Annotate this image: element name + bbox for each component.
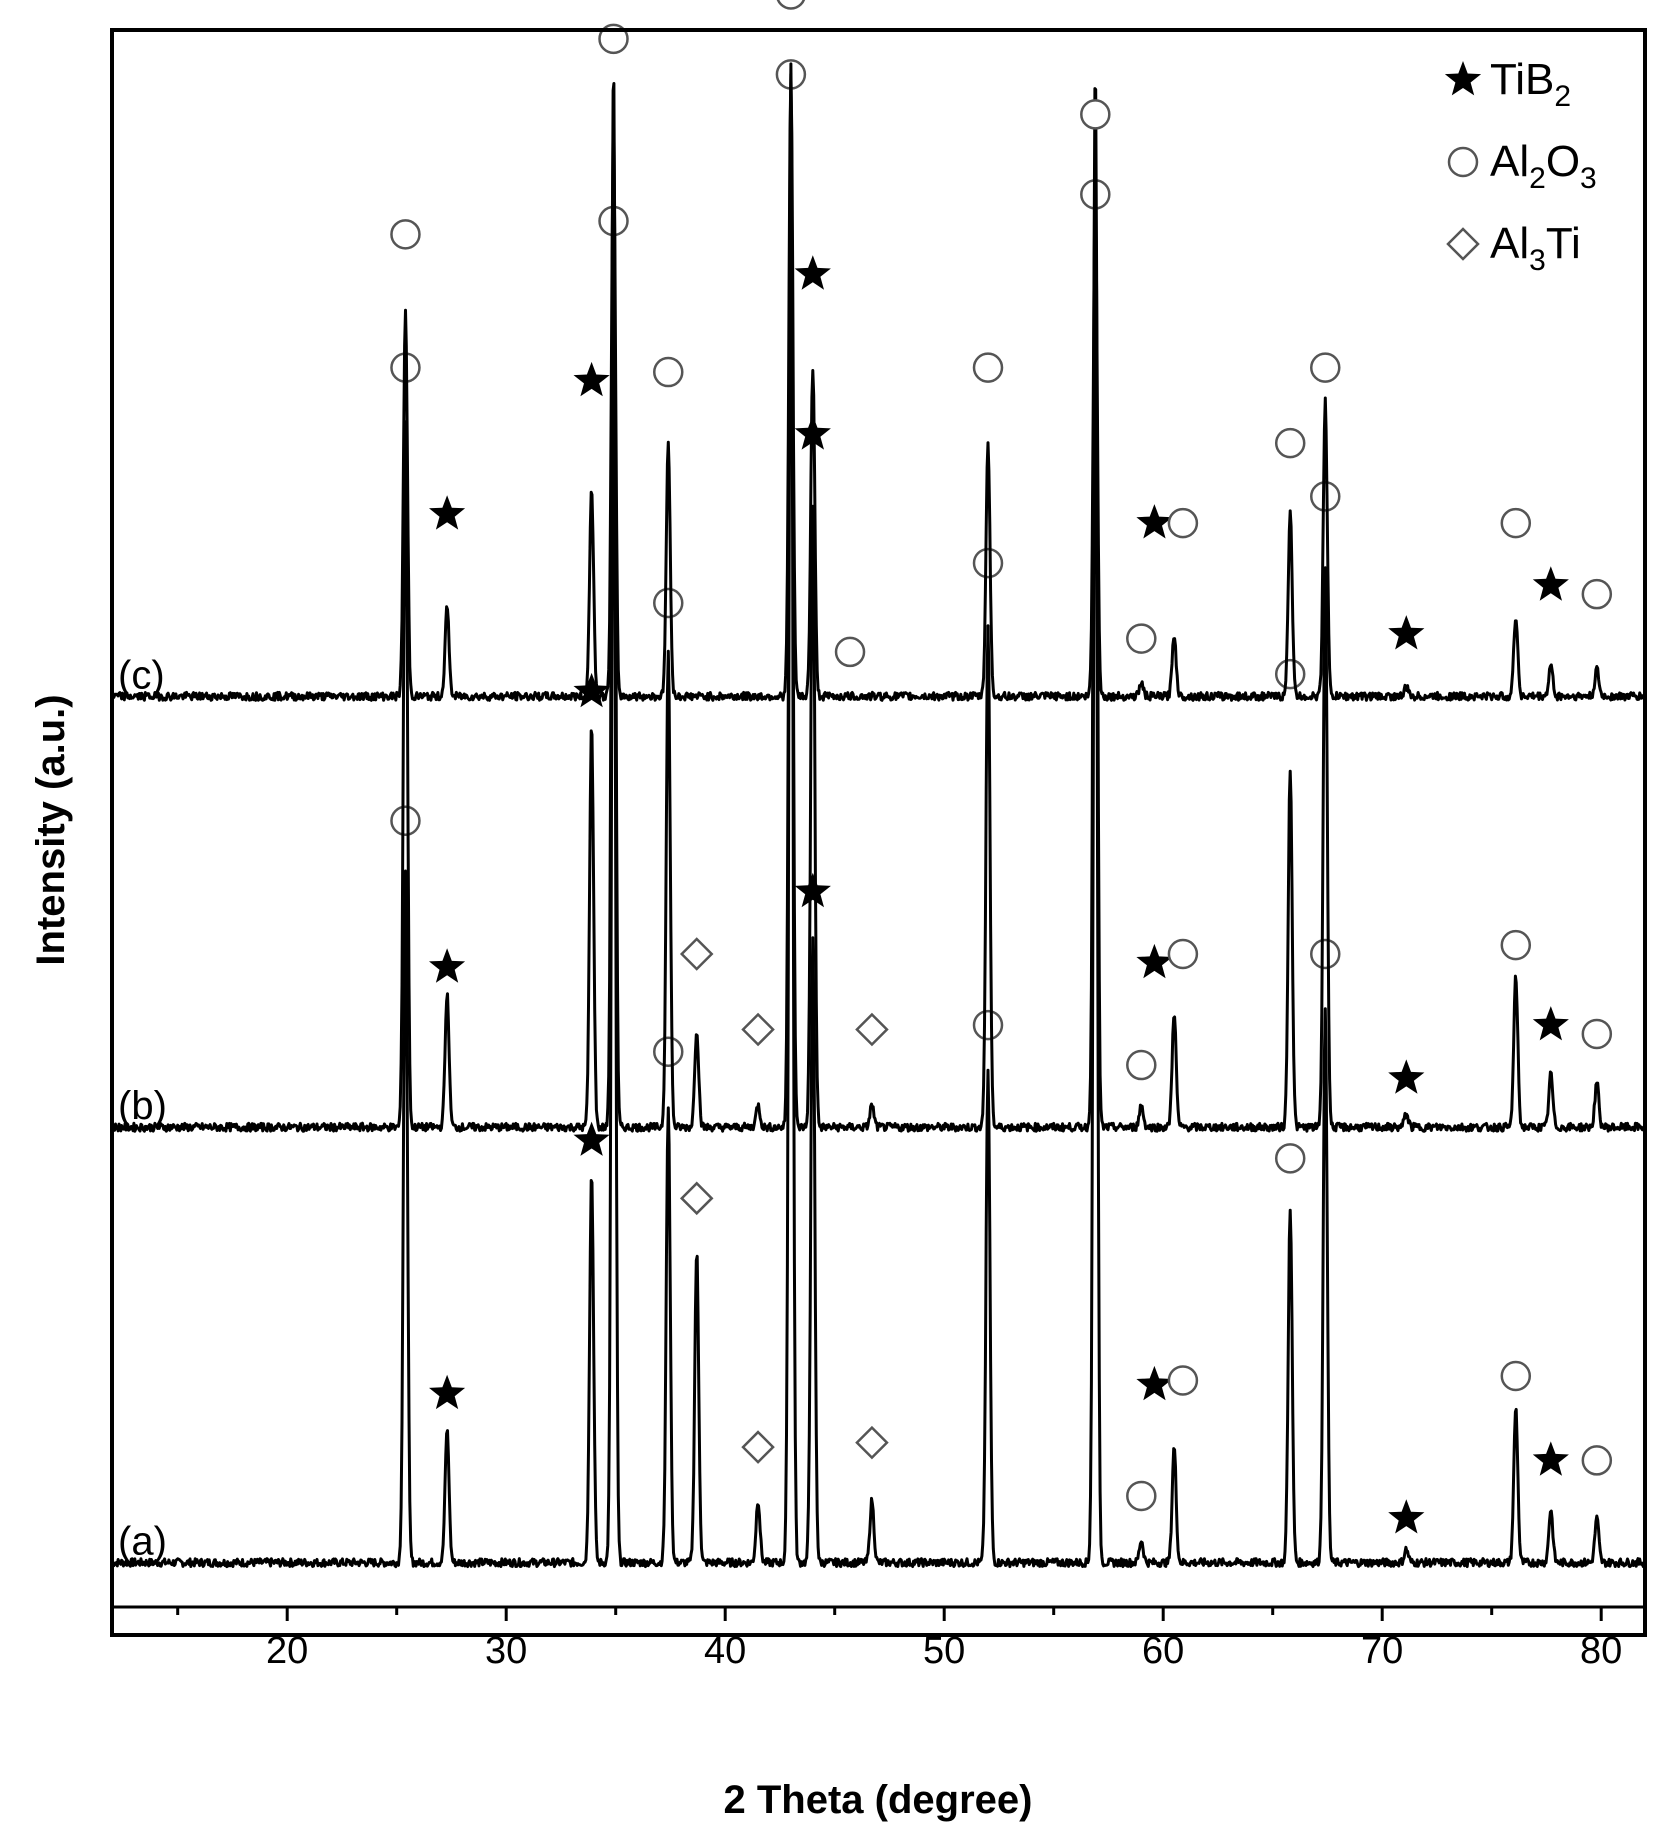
peak-star-marker	[1388, 1499, 1425, 1534]
peak-circle-marker	[390, 805, 421, 836]
peak-star-marker	[794, 872, 831, 908]
peak-circle-marker	[1274, 427, 1306, 459]
series-1: (b)	[112, 62, 1645, 1133]
peak-star-marker	[794, 255, 831, 290]
series-line	[112, 97, 1645, 1569]
peak-circle-marker	[1581, 1018, 1613, 1050]
series-label: (a)	[118, 1520, 167, 1564]
plot-area: (a) (b) (c)	[112, 0, 1645, 1569]
series-0: (a)	[112, 59, 1645, 1569]
peak-circle-marker	[1167, 1365, 1199, 1396]
peak-circle-marker	[1500, 507, 1532, 539]
peak-star-marker	[1532, 1441, 1569, 1476]
legend: TiB2 Al2O3 Al3Ti	[1444, 55, 1597, 277]
legend-circle-marker	[1447, 146, 1479, 178]
peak-star-marker	[1388, 615, 1425, 650]
peak-circle-marker	[1581, 578, 1613, 610]
peak-circle-marker	[1167, 507, 1199, 539]
x-axis-label: 2 Theta (degree)	[724, 1778, 1033, 1822]
peak-circle-marker	[653, 1036, 684, 1067]
peak-star-marker	[429, 1374, 466, 1410]
legend-label: Al3Ti	[1490, 219, 1581, 277]
series-label: (c)	[118, 653, 165, 697]
x-tick-label: 70	[1361, 1630, 1403, 1672]
peak-diamond-marker	[855, 1012, 889, 1047]
peak-star-marker	[1136, 504, 1173, 539]
peak-diamond-marker	[679, 937, 714, 971]
legend-star-marker	[1444, 61, 1482, 96]
peak-circle-marker	[972, 352, 1004, 383]
peak-star-marker	[429, 495, 466, 530]
peak-circle-marker	[653, 356, 684, 388]
peak-star-marker	[573, 672, 610, 708]
peak-circle-marker	[1080, 99, 1111, 130]
peak-circle-marker	[1310, 481, 1341, 512]
x-tick-label: 20	[266, 1630, 308, 1672]
legend-label: Al2O3	[1490, 137, 1597, 195]
peak-circle-marker	[1126, 1480, 1157, 1512]
x-tick-label: 40	[704, 1630, 746, 1672]
peak-circle-marker	[1126, 623, 1157, 654]
peak-circle-marker	[1274, 1143, 1306, 1174]
x-tick-label: 80	[1580, 1630, 1622, 1672]
series-line	[112, 62, 1645, 1133]
peak-star-marker	[573, 1121, 610, 1156]
series-label: (b)	[118, 1084, 167, 1128]
peak-star-marker	[1136, 1365, 1173, 1401]
peak-circle-marker	[1310, 938, 1341, 970]
peak-diamond-marker	[679, 1181, 714, 1216]
peak-circle-marker	[1581, 1445, 1613, 1476]
peak-circle-marker	[1500, 929, 1532, 961]
peak-diamond-marker	[741, 1012, 775, 1047]
y-axis-label: Intensity (a.u.)	[29, 694, 73, 965]
peak-star-marker	[573, 361, 610, 397]
peak-circle-marker	[834, 636, 866, 668]
peak-circle-marker	[1310, 352, 1341, 383]
peak-circle-marker	[1126, 1049, 1157, 1081]
peak-circle-marker	[972, 547, 1004, 579]
legend-label: TiB2	[1490, 55, 1571, 113]
x-tick-label: 50	[923, 1630, 965, 1672]
peak-star-marker	[429, 948, 466, 983]
x-axis: 20 30 40 50 60 70 80	[176, 1607, 1622, 1672]
peak-circle-marker	[1500, 1360, 1532, 1392]
peak-circle-marker	[653, 587, 684, 619]
peak-star-marker	[1532, 1006, 1569, 1041]
peak-diamond-marker	[855, 1425, 889, 1460]
peak-star-marker	[1388, 1059, 1425, 1094]
peak-diamond-marker	[741, 1430, 775, 1464]
series-2: (c)	[112, 0, 1645, 702]
x-tick-label: 60	[1142, 1630, 1184, 1672]
legend-diamond-marker	[1446, 227, 1480, 261]
peak-circle-marker	[390, 219, 421, 250]
series-line	[112, 72, 1645, 702]
peak-circle-marker	[972, 1009, 1004, 1041]
plot-frame	[110, 28, 1647, 1637]
peak-circle-marker	[776, 0, 806, 10]
x-tick-label: 30	[485, 1630, 527, 1672]
peak-star-marker	[1136, 943, 1173, 979]
peak-star-marker	[1532, 566, 1569, 601]
peak-circle-marker	[1167, 938, 1199, 970]
peak-circle-marker	[1274, 658, 1306, 690]
